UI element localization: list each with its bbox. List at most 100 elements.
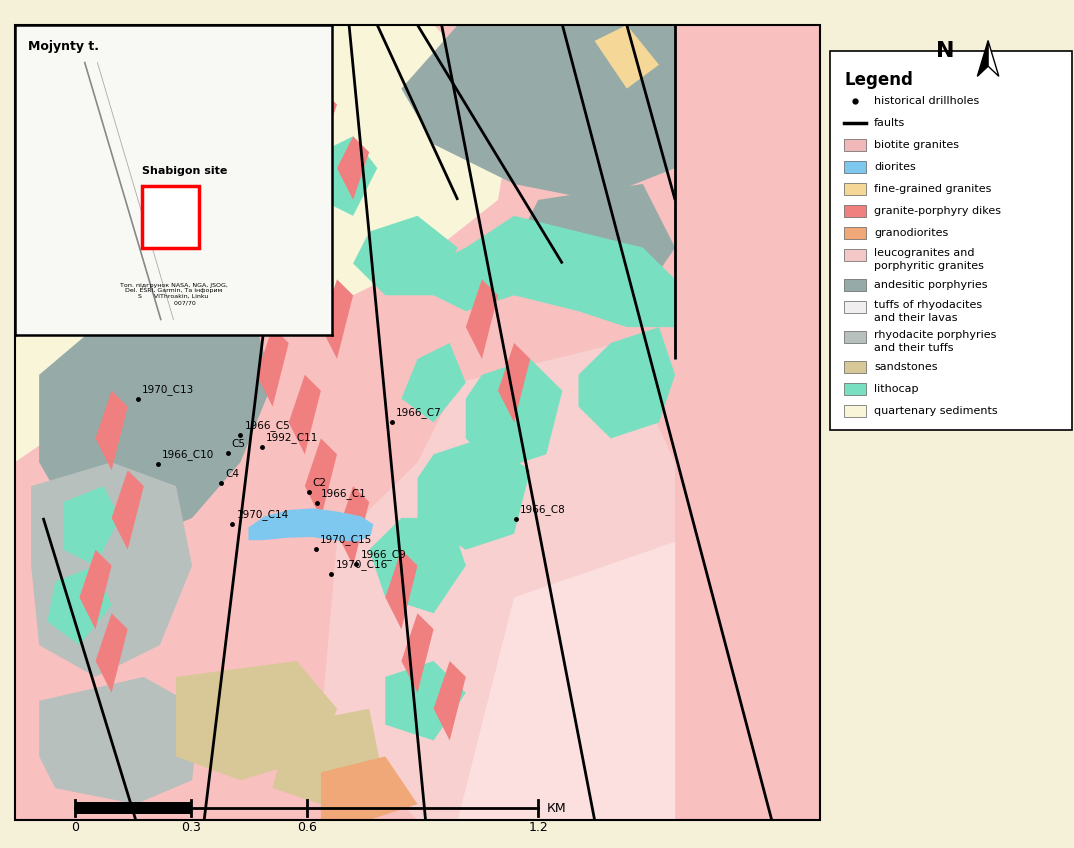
Polygon shape	[321, 756, 418, 820]
Text: Mojynty t.: Mojynty t.	[28, 40, 99, 53]
Polygon shape	[321, 137, 377, 215]
Text: Топ. підгрунок NASA, NGA, JSOG,
Del. ESRI, Garmin, Та інфорим
S      VIThroakin,: Топ. підгрунок NASA, NGA, JSOG, Del. ESR…	[119, 282, 228, 305]
Text: 1970_C15: 1970_C15	[320, 534, 373, 545]
Polygon shape	[15, 25, 514, 462]
Text: porphyritic granites: porphyritic granites	[874, 261, 984, 271]
Polygon shape	[337, 137, 369, 200]
Polygon shape	[321, 279, 353, 359]
Polygon shape	[176, 661, 337, 780]
Polygon shape	[257, 327, 289, 406]
Bar	[844, 383, 866, 395]
Polygon shape	[337, 486, 369, 566]
Polygon shape	[273, 709, 386, 804]
Polygon shape	[63, 486, 119, 566]
Polygon shape	[988, 41, 999, 76]
Text: 1970_C16: 1970_C16	[335, 559, 388, 570]
Polygon shape	[498, 343, 531, 422]
Polygon shape	[386, 550, 418, 629]
Text: 1970_C14: 1970_C14	[236, 510, 289, 521]
Text: 1966_C7: 1966_C7	[395, 407, 441, 418]
Bar	[75, 802, 191, 814]
Bar	[844, 205, 866, 217]
Text: 1970_C11: 1970_C11	[130, 255, 183, 266]
Text: and their tuffs: and their tuffs	[874, 343, 954, 353]
Polygon shape	[402, 25, 676, 200]
Text: tuffs of rhyodacites: tuffs of rhyodacites	[874, 300, 982, 310]
Polygon shape	[321, 343, 676, 820]
Text: diorites: diorites	[874, 162, 916, 172]
Polygon shape	[977, 41, 988, 76]
Text: faults: faults	[874, 118, 905, 128]
Bar	[844, 331, 866, 343]
Bar	[15, 25, 821, 820]
Text: 1992_C11: 1992_C11	[266, 432, 319, 444]
Text: 1966_C8: 1966_C8	[520, 505, 565, 516]
Polygon shape	[434, 215, 676, 327]
Text: leucogranites and: leucogranites and	[874, 248, 974, 258]
Text: 1996_C13: 1996_C13	[98, 195, 150, 206]
Text: 0: 0	[71, 821, 79, 834]
Text: 1970_C13: 1970_C13	[142, 384, 194, 395]
Text: N: N	[935, 41, 955, 61]
Text: lithocap: lithocap	[874, 384, 918, 394]
Bar	[844, 301, 866, 313]
Text: 1966_C9: 1966_C9	[360, 550, 406, 560]
Polygon shape	[386, 661, 466, 740]
Polygon shape	[289, 375, 321, 455]
Text: C2: C2	[313, 478, 326, 488]
Text: biotite granites: biotite granites	[874, 140, 959, 150]
Polygon shape	[369, 518, 466, 613]
Polygon shape	[96, 391, 128, 470]
Polygon shape	[579, 327, 676, 438]
Text: sandstones: sandstones	[874, 362, 938, 372]
Text: granodiorites: granodiorites	[874, 228, 948, 238]
Bar	[844, 405, 866, 417]
Polygon shape	[514, 184, 676, 295]
Text: КМ: КМ	[547, 801, 566, 814]
Text: 1966_C1: 1966_C1	[321, 488, 366, 499]
Text: C4: C4	[226, 469, 240, 479]
Text: 0.3: 0.3	[182, 821, 201, 834]
Polygon shape	[112, 470, 144, 550]
Text: historical drillholes: historical drillholes	[874, 96, 979, 106]
Polygon shape	[248, 508, 374, 542]
Text: rhyodacite porphyries: rhyodacite porphyries	[874, 330, 997, 340]
Polygon shape	[79, 550, 112, 629]
Polygon shape	[96, 613, 128, 693]
Text: and their lavas: and their lavas	[874, 313, 958, 323]
Polygon shape	[305, 88, 337, 152]
Bar	[844, 139, 866, 151]
Polygon shape	[39, 677, 200, 804]
Text: 1966_C10: 1966_C10	[162, 449, 215, 460]
Bar	[844, 161, 866, 173]
Polygon shape	[31, 462, 192, 677]
Text: 1970_C12: 1970_C12	[151, 298, 204, 310]
Text: Legend: Legend	[844, 71, 913, 89]
Polygon shape	[402, 613, 434, 693]
Text: 1.2: 1.2	[528, 821, 548, 834]
Polygon shape	[458, 542, 676, 820]
Text: 0.6: 0.6	[296, 821, 317, 834]
Polygon shape	[353, 215, 458, 295]
Polygon shape	[466, 359, 563, 470]
Text: andesitic porphyries: andesitic porphyries	[874, 280, 987, 290]
Bar	[844, 249, 866, 261]
Text: Shabigon site: Shabigon site	[142, 166, 227, 176]
Polygon shape	[466, 279, 498, 359]
Text: granite-porphyry dikes: granite-porphyry dikes	[874, 206, 1001, 216]
Polygon shape	[418, 438, 531, 550]
Bar	[15, 25, 821, 820]
Text: C5: C5	[232, 438, 246, 449]
FancyBboxPatch shape	[830, 51, 1072, 430]
FancyBboxPatch shape	[142, 187, 199, 248]
Polygon shape	[305, 438, 337, 518]
Bar	[844, 183, 866, 195]
Polygon shape	[39, 304, 273, 542]
Text: fine-grained granites: fine-grained granites	[874, 184, 991, 194]
Polygon shape	[296, 215, 329, 295]
Polygon shape	[434, 661, 466, 740]
Polygon shape	[47, 566, 112, 645]
Bar	[844, 361, 866, 373]
Text: 1966_C5: 1966_C5	[245, 421, 290, 432]
Text: 1966_C6: 1966_C6	[124, 309, 170, 320]
